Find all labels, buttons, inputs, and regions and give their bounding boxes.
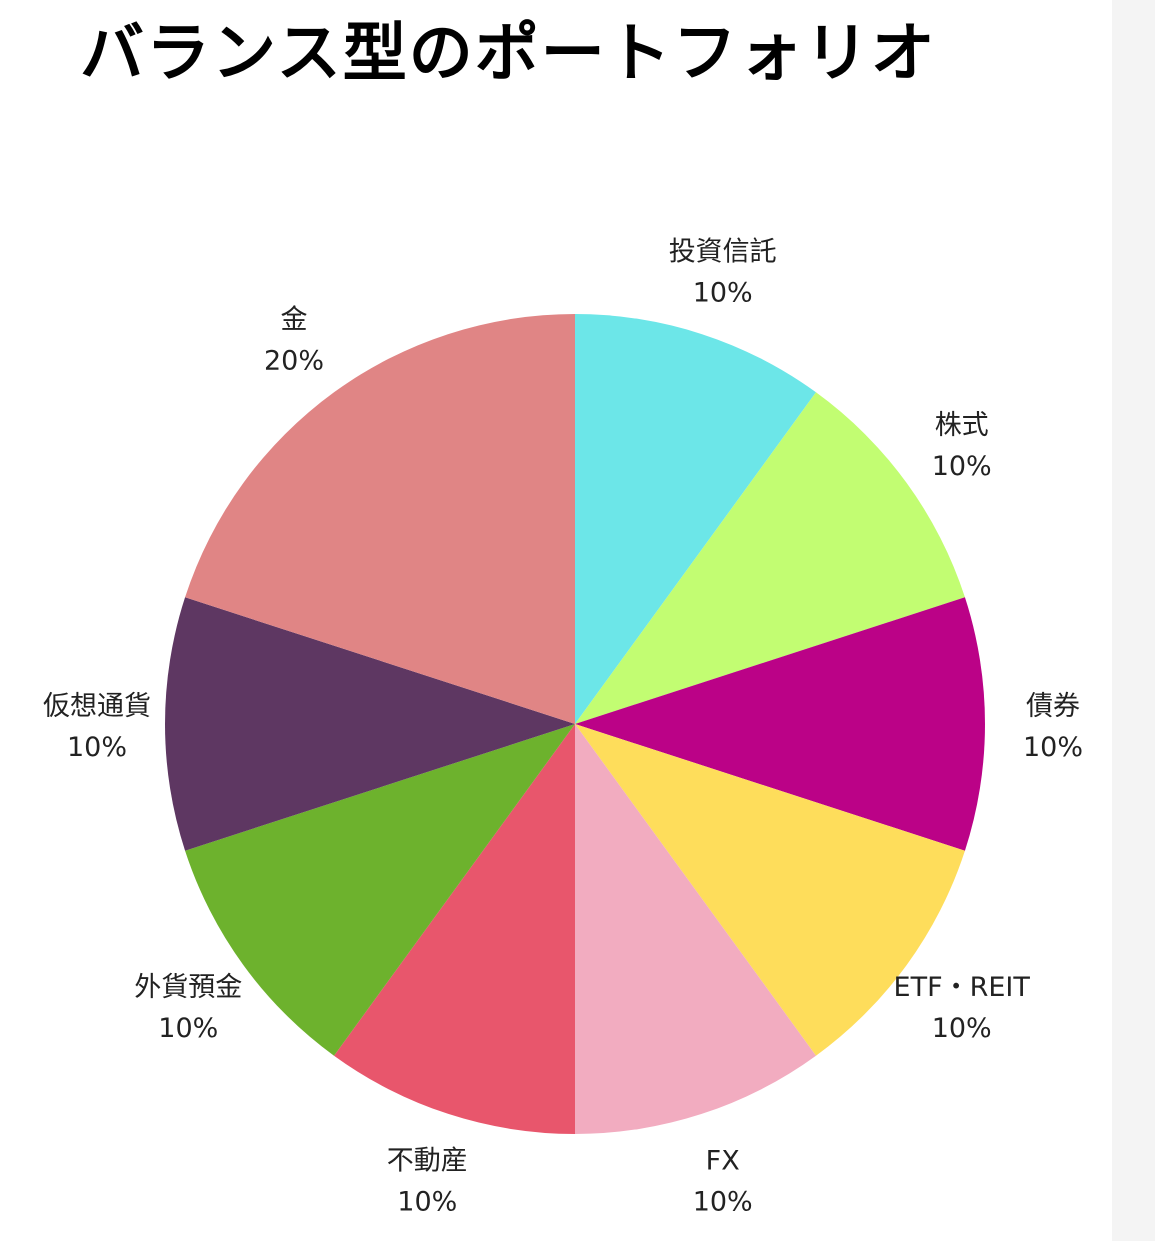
slice-percent-label: 10% (693, 277, 753, 308)
slice-name-label: 仮想通貨 (43, 691, 151, 722)
slice-name-label: 金 (281, 304, 308, 335)
pie-slice (575, 724, 965, 1056)
chart-title: バランス型のポートフォリオ (80, 17, 937, 91)
slice-percent-label: 10% (67, 732, 127, 763)
slice-percent-label: 20% (264, 345, 324, 376)
pie-slice (165, 597, 575, 851)
slice-name-label: FX (706, 1146, 740, 1177)
slice-name-label: 不動産 (387, 1146, 468, 1177)
slice-percent-label: 10% (1023, 732, 1083, 763)
slice-name-label: 投資信託 (669, 236, 777, 267)
slice-percent-label: 10% (932, 451, 992, 482)
right-edge-strip (1112, 0, 1155, 1241)
pie-slice (334, 724, 575, 1134)
slice-percent-label: 10% (397, 1187, 457, 1218)
pie-slice (185, 724, 575, 1056)
pie-slice (575, 597, 985, 851)
pie-slice (575, 724, 816, 1134)
pie-slice (575, 392, 965, 724)
slice-name-label: 株式 (935, 410, 989, 441)
slice-percent-label: 10% (932, 1013, 992, 1044)
slice-percent-label: 10% (693, 1187, 753, 1218)
slice-name-label: 債券 (1026, 691, 1080, 722)
pie-slice (575, 314, 816, 724)
slice-name-label: ETF・REIT (894, 972, 1031, 1003)
slice-name-label: 外貨預金 (134, 972, 242, 1003)
pie-slice (185, 314, 575, 724)
slice-percent-label: 10% (158, 1013, 218, 1044)
